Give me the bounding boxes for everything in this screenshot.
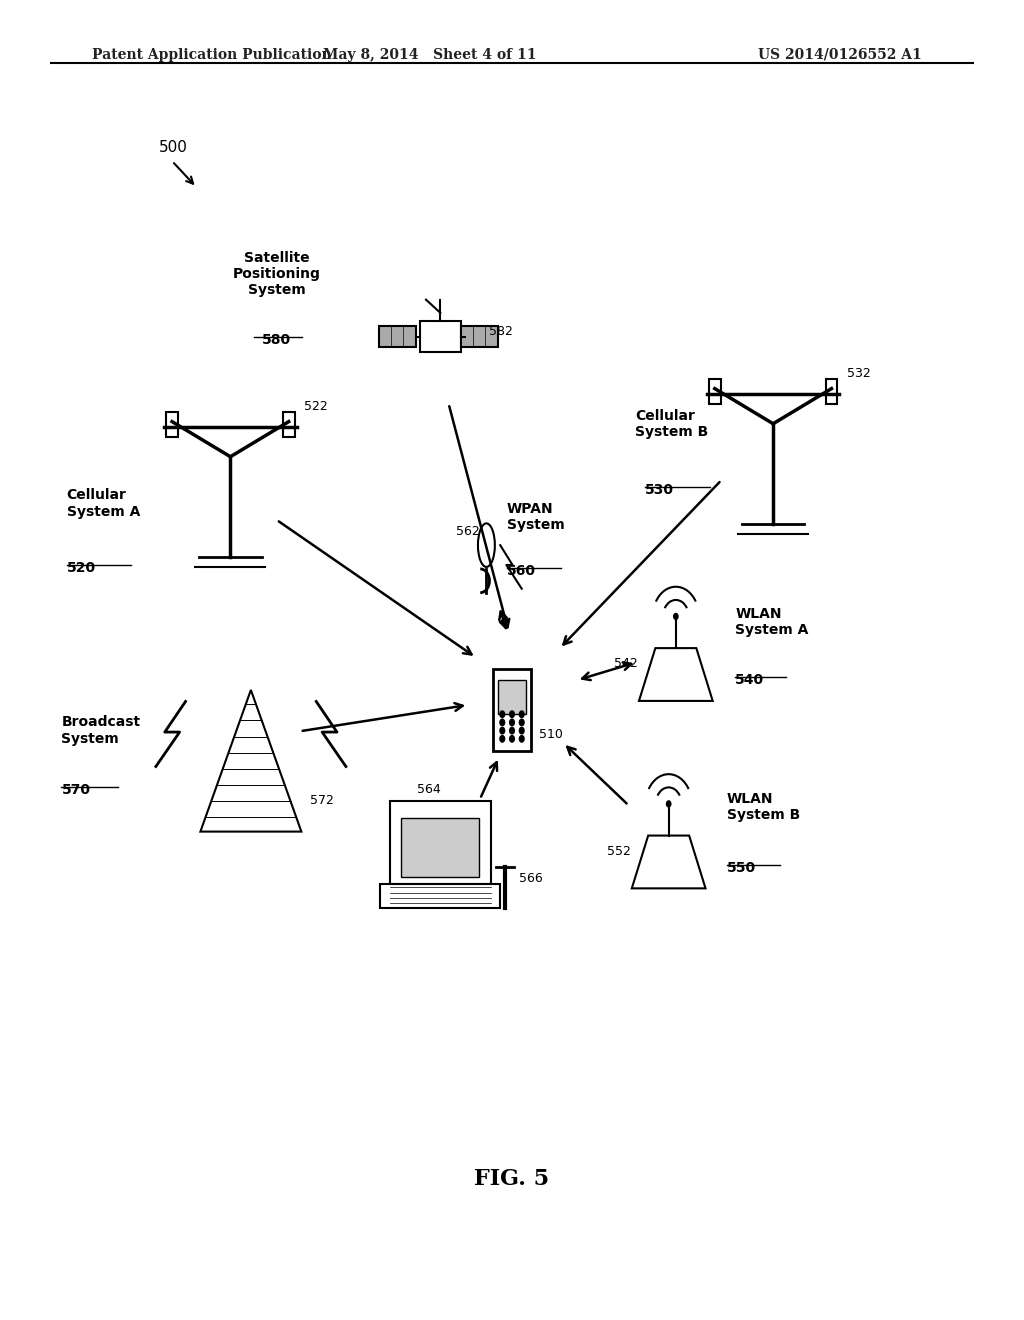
Text: 530: 530: [645, 483, 674, 498]
Text: Cellular
System A: Cellular System A: [67, 488, 140, 519]
Text: 570: 570: [61, 783, 90, 797]
Text: 572: 572: [310, 795, 334, 808]
Text: 562: 562: [456, 524, 479, 537]
Circle shape: [518, 710, 524, 718]
Text: 520: 520: [67, 561, 95, 576]
Bar: [166, 412, 178, 437]
Polygon shape: [201, 690, 301, 832]
Text: 540: 540: [735, 673, 764, 688]
Text: 552: 552: [607, 845, 631, 858]
Text: 550: 550: [727, 861, 756, 875]
Text: 522: 522: [304, 400, 328, 413]
Text: Cellular
System B: Cellular System B: [635, 409, 709, 440]
Bar: [825, 379, 838, 404]
Bar: [283, 412, 295, 437]
Polygon shape: [639, 648, 713, 701]
Text: 510: 510: [540, 729, 563, 742]
Bar: [461, 326, 498, 347]
Bar: [379, 326, 416, 347]
Text: May 8, 2014   Sheet 4 of 11: May 8, 2014 Sheet 4 of 11: [324, 48, 537, 62]
Bar: [709, 379, 721, 404]
Text: 566: 566: [518, 873, 543, 884]
Text: WLAN
System B: WLAN System B: [727, 792, 801, 822]
Ellipse shape: [478, 524, 495, 568]
Bar: [381, 884, 500, 908]
Bar: [499, 680, 525, 714]
Text: 532: 532: [847, 367, 870, 380]
Bar: [420, 321, 461, 352]
Text: 580: 580: [262, 333, 291, 347]
Bar: [401, 818, 479, 878]
Text: US 2014/0126552 A1: US 2014/0126552 A1: [758, 48, 922, 62]
Text: WPAN
System: WPAN System: [507, 502, 564, 532]
Circle shape: [500, 726, 506, 734]
Circle shape: [509, 710, 515, 718]
Circle shape: [518, 735, 524, 743]
Bar: [389, 801, 492, 884]
Text: Patent Application Publication: Patent Application Publication: [92, 48, 332, 62]
Circle shape: [500, 710, 506, 718]
Text: 564: 564: [418, 783, 441, 796]
Polygon shape: [632, 836, 706, 888]
Circle shape: [500, 735, 506, 743]
Circle shape: [666, 800, 672, 808]
Text: Broadcast
System: Broadcast System: [61, 715, 140, 746]
Text: FIG. 5: FIG. 5: [474, 1168, 550, 1191]
Circle shape: [518, 718, 524, 726]
Circle shape: [673, 612, 679, 620]
Circle shape: [509, 726, 515, 734]
Text: 582: 582: [489, 325, 513, 338]
Circle shape: [509, 735, 515, 743]
Circle shape: [509, 718, 515, 726]
Text: 560: 560: [507, 564, 536, 578]
Text: 500: 500: [159, 140, 187, 154]
Text: 542: 542: [614, 657, 638, 671]
Bar: [493, 669, 531, 751]
Text: WLAN
System A: WLAN System A: [735, 607, 809, 638]
Text: Satellite
Positioning
System: Satellite Positioning System: [232, 251, 321, 297]
Circle shape: [500, 718, 506, 726]
Circle shape: [518, 726, 524, 734]
